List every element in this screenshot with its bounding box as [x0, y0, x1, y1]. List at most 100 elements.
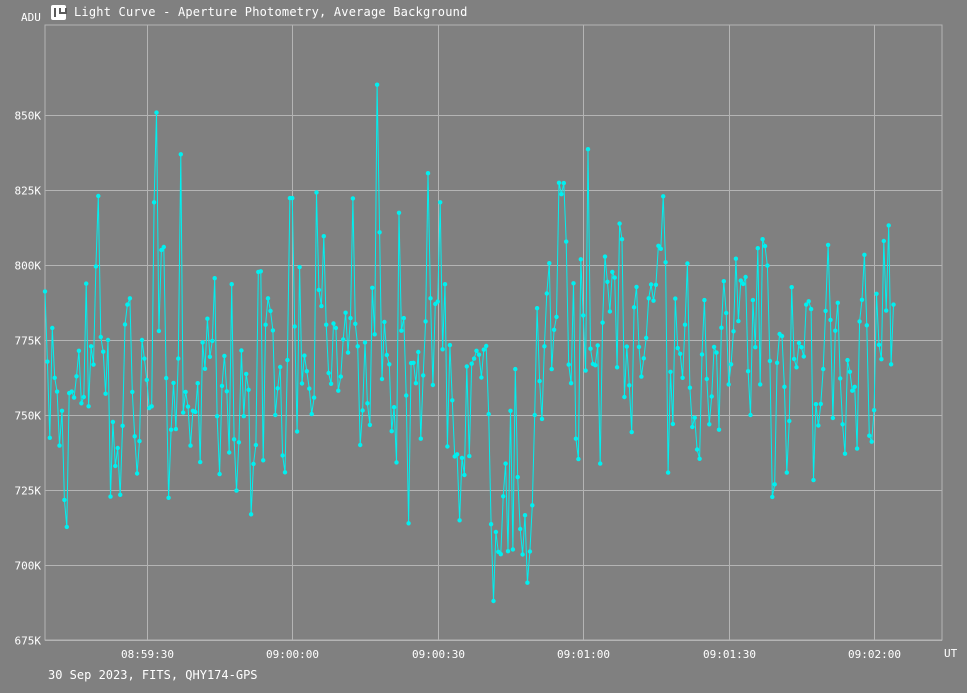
data-point[interactable] — [358, 442, 363, 448]
data-point[interactable] — [476, 352, 482, 357]
data-point[interactable] — [115, 445, 120, 451]
data-point[interactable] — [765, 263, 770, 268]
data-point[interactable] — [646, 296, 651, 301]
data-point[interactable] — [345, 350, 351, 355]
data-point[interactable] — [881, 238, 886, 244]
data-point[interactable] — [440, 347, 445, 352]
data-point[interactable] — [534, 306, 540, 311]
data-point[interactable] — [81, 394, 87, 400]
data-point[interactable] — [316, 287, 322, 293]
data-point[interactable] — [207, 354, 213, 359]
data-point[interactable] — [828, 317, 833, 323]
data-point[interactable] — [396, 210, 402, 215]
data-point[interactable] — [326, 370, 331, 376]
data-point[interactable] — [372, 332, 377, 337]
data-point[interactable] — [348, 315, 353, 321]
data-point[interactable] — [758, 382, 763, 387]
data-point[interactable] — [498, 552, 503, 557]
data-point[interactable] — [789, 285, 794, 290]
data-point[interactable] — [314, 190, 319, 195]
data-point[interactable] — [876, 342, 882, 347]
data-point[interactable] — [862, 252, 867, 257]
data-point[interactable] — [144, 377, 149, 383]
data-point[interactable] — [273, 412, 278, 418]
data-point[interactable] — [612, 275, 617, 280]
data-point[interactable] — [583, 368, 588, 373]
data-point[interactable] — [598, 461, 603, 466]
data-point[interactable] — [442, 282, 448, 287]
data-point[interactable] — [370, 285, 375, 290]
data-point[interactable] — [607, 309, 613, 314]
data-point[interactable] — [311, 395, 317, 400]
data-point[interactable] — [799, 345, 804, 350]
data-point[interactable] — [716, 427, 722, 432]
data-point[interactable] — [884, 308, 889, 313]
data-point[interactable] — [721, 279, 726, 284]
data-point[interactable] — [263, 322, 268, 327]
data-point[interactable] — [333, 325, 339, 331]
data-point[interactable] — [125, 302, 130, 307]
data-point[interactable] — [678, 351, 683, 356]
data-point[interactable] — [401, 315, 406, 321]
data-point[interactable] — [830, 415, 836, 421]
data-point[interactable] — [299, 381, 305, 386]
data-point[interactable] — [321, 234, 326, 239]
data-point[interactable] — [212, 276, 217, 281]
data-point[interactable] — [544, 291, 549, 296]
data-point[interactable] — [774, 360, 780, 365]
data-point[interactable] — [285, 357, 290, 363]
data-point[interactable] — [198, 459, 203, 465]
data-point[interactable] — [178, 152, 183, 157]
data-point[interactable] — [571, 281, 576, 286]
data-point[interactable] — [847, 369, 853, 374]
data-point[interactable] — [275, 386, 280, 391]
data-point[interactable] — [566, 362, 571, 367]
data-point[interactable] — [168, 427, 174, 432]
data-point[interactable] — [210, 338, 215, 344]
data-point[interactable] — [687, 385, 693, 390]
data-point[interactable] — [76, 348, 82, 353]
data-point[interactable] — [859, 297, 865, 302]
data-point[interactable] — [842, 451, 848, 456]
data-point[interactable] — [176, 356, 181, 361]
data-point[interactable] — [151, 200, 157, 205]
data-point[interactable] — [181, 410, 186, 415]
data-point[interactable] — [767, 358, 773, 364]
data-point[interactable] — [484, 343, 489, 349]
data-point[interactable] — [629, 429, 634, 435]
data-point[interactable] — [166, 495, 171, 500]
data-point[interactable] — [779, 333, 785, 339]
data-point[interactable] — [54, 389, 60, 394]
data-point[interactable] — [384, 352, 389, 358]
data-point[interactable] — [86, 404, 91, 409]
data-point[interactable] — [171, 380, 176, 386]
data-point[interactable] — [619, 237, 625, 242]
data-point[interactable] — [307, 386, 312, 391]
data-point[interactable] — [736, 318, 741, 324]
data-point[interactable] — [268, 308, 273, 314]
data-point[interactable] — [622, 394, 627, 400]
data-point[interactable] — [195, 381, 200, 386]
data-point[interactable] — [430, 382, 436, 388]
data-point[interactable] — [84, 281, 89, 286]
data-point[interactable] — [750, 297, 756, 303]
data-point[interactable] — [658, 246, 663, 251]
data-point[interactable] — [653, 282, 659, 287]
data-point[interactable] — [134, 471, 140, 476]
data-point[interactable] — [290, 195, 295, 201]
data-point[interactable] — [728, 362, 734, 367]
data-point[interactable] — [641, 356, 646, 361]
data-point[interactable] — [59, 408, 65, 413]
data-point[interactable] — [823, 308, 828, 314]
data-point[interactable] — [227, 450, 232, 455]
data-point[interactable] — [617, 221, 622, 226]
data-point[interactable] — [374, 82, 380, 87]
data-point[interactable] — [782, 384, 787, 389]
data-point[interactable] — [336, 388, 341, 393]
data-point[interactable] — [91, 362, 96, 367]
data-point[interactable] — [105, 337, 111, 343]
data-point[interactable] — [813, 402, 819, 407]
data-point[interactable] — [467, 453, 472, 459]
data-point[interactable] — [113, 463, 118, 469]
data-point[interactable] — [624, 344, 629, 349]
